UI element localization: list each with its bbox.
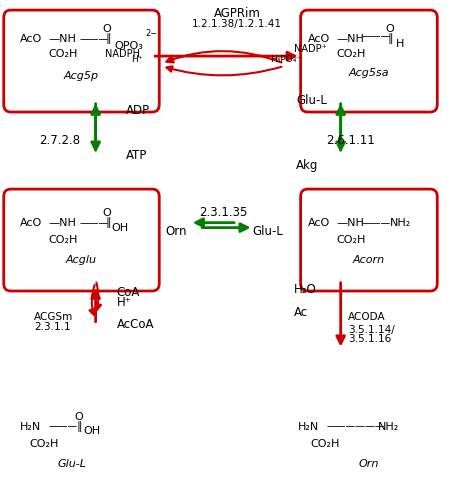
FancyBboxPatch shape <box>301 189 438 291</box>
Text: —NH: —NH <box>336 34 364 43</box>
Text: Acg5p: Acg5p <box>64 71 99 81</box>
Text: CoA: CoA <box>117 286 140 299</box>
Text: 3.5.1.16: 3.5.1.16 <box>348 334 391 344</box>
Text: Ac: Ac <box>293 306 308 318</box>
Text: AcO: AcO <box>308 34 330 43</box>
Text: H₂N: H₂N <box>20 422 42 432</box>
Text: AGPRim: AGPRim <box>214 8 260 20</box>
Text: O: O <box>385 24 394 34</box>
FancyBboxPatch shape <box>4 189 159 291</box>
FancyBboxPatch shape <box>4 10 159 112</box>
Text: H₂O: H₂O <box>293 284 316 296</box>
Text: Glu-L: Glu-L <box>296 94 327 108</box>
Text: O: O <box>103 208 111 218</box>
Text: CO₂H: CO₂H <box>336 48 365 58</box>
Text: OPO₃: OPO₃ <box>115 41 143 51</box>
Text: ———: ——— <box>79 34 109 43</box>
Text: CO₂H: CO₂H <box>48 48 78 58</box>
Text: ACGSm: ACGSm <box>35 312 73 322</box>
Text: Orn: Orn <box>359 459 379 469</box>
Text: CO₂H: CO₂H <box>30 439 59 449</box>
Text: Acg5sa: Acg5sa <box>349 68 389 78</box>
Text: AcO: AcO <box>308 218 330 228</box>
Text: NH₂: NH₂ <box>390 218 411 228</box>
Text: ——————: —————— <box>327 422 385 432</box>
Text: AcCoA: AcCoA <box>117 318 155 331</box>
Text: CO₂H: CO₂H <box>336 235 365 245</box>
Text: ∥: ∥ <box>77 421 82 432</box>
Text: —NH: —NH <box>336 218 364 228</box>
Text: 1.2.1.38/1.2.1.41: 1.2.1.38/1.2.1.41 <box>192 19 282 29</box>
Text: 2−: 2− <box>145 29 157 38</box>
Text: 2.3.1.1: 2.3.1.1 <box>35 322 71 332</box>
Text: Orn: Orn <box>165 225 186 238</box>
Text: ADP: ADP <box>126 104 150 118</box>
Text: Akg: Akg <box>296 159 318 172</box>
Text: —NH: —NH <box>48 218 76 228</box>
Text: Acorn: Acorn <box>353 255 385 265</box>
Text: AcO: AcO <box>20 218 43 228</box>
Text: O: O <box>103 24 111 34</box>
Text: ———: ——— <box>362 31 391 41</box>
Text: NADP⁺: NADP⁺ <box>293 44 327 54</box>
Text: ∥: ∥ <box>388 34 393 44</box>
Text: ———: ——— <box>362 218 391 228</box>
Text: H₂N: H₂N <box>298 422 319 432</box>
Text: ∥: ∥ <box>105 217 111 228</box>
Text: 2.7.2.8: 2.7.2.8 <box>39 134 80 147</box>
Text: ATP: ATP <box>126 149 147 162</box>
Text: ———: ——— <box>48 422 78 432</box>
Text: NH₂: NH₂ <box>378 422 400 432</box>
Text: CO₂H: CO₂H <box>310 439 339 449</box>
Text: ∥: ∥ <box>105 34 111 44</box>
Text: 2.6.1.11: 2.6.1.11 <box>327 134 375 147</box>
Text: Glu-L: Glu-L <box>252 225 283 238</box>
Text: AcO: AcO <box>20 34 43 43</box>
Text: O: O <box>74 412 83 422</box>
Text: CO₂H: CO₂H <box>48 235 78 245</box>
Text: ACODA: ACODA <box>348 312 385 322</box>
FancyBboxPatch shape <box>301 10 438 112</box>
Text: OH: OH <box>83 426 100 436</box>
Text: ———: ——— <box>79 218 109 228</box>
Text: 3.5.1.14/: 3.5.1.14/ <box>348 324 394 334</box>
Text: NADPH: NADPH <box>105 48 140 58</box>
Text: H₃PO₄⁻: H₃PO₄⁻ <box>270 55 301 64</box>
Text: H⁺: H⁺ <box>131 55 143 64</box>
Text: OH: OH <box>111 222 128 232</box>
Text: Acglu: Acglu <box>66 255 97 265</box>
Text: H: H <box>396 38 405 48</box>
Text: —NH: —NH <box>48 34 76 43</box>
Text: H⁺: H⁺ <box>117 296 132 308</box>
Text: Glu-L: Glu-L <box>57 459 87 469</box>
Text: 2.3.1.35: 2.3.1.35 <box>199 206 247 219</box>
